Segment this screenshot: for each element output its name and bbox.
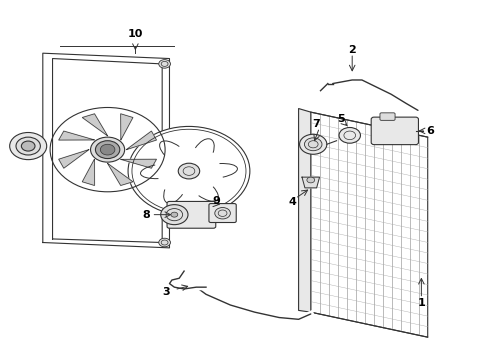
Circle shape xyxy=(10,132,47,159)
Polygon shape xyxy=(126,131,156,150)
Circle shape xyxy=(171,212,178,217)
FancyBboxPatch shape xyxy=(209,203,236,222)
Circle shape xyxy=(16,137,40,155)
Circle shape xyxy=(304,138,322,151)
Text: 10: 10 xyxy=(128,28,143,39)
Circle shape xyxy=(299,134,327,154)
Text: 3: 3 xyxy=(162,287,170,297)
Circle shape xyxy=(159,238,171,247)
Circle shape xyxy=(161,204,188,225)
Polygon shape xyxy=(59,131,95,140)
Polygon shape xyxy=(82,159,95,185)
Text: 4: 4 xyxy=(289,197,296,207)
Circle shape xyxy=(22,141,35,151)
Polygon shape xyxy=(121,114,133,140)
Circle shape xyxy=(339,127,361,143)
Polygon shape xyxy=(302,177,319,188)
Circle shape xyxy=(215,207,230,219)
Text: 9: 9 xyxy=(213,196,220,206)
Polygon shape xyxy=(59,150,89,168)
Circle shape xyxy=(96,141,120,158)
Text: 1: 1 xyxy=(417,298,425,308)
Text: 6: 6 xyxy=(426,126,434,136)
Circle shape xyxy=(178,163,200,179)
Polygon shape xyxy=(298,109,311,312)
Text: 2: 2 xyxy=(348,45,356,55)
Text: 8: 8 xyxy=(142,210,150,220)
Polygon shape xyxy=(311,112,428,337)
Circle shape xyxy=(128,126,250,216)
Text: 7: 7 xyxy=(312,119,320,129)
Polygon shape xyxy=(82,114,108,136)
Text: 5: 5 xyxy=(337,113,345,123)
FancyBboxPatch shape xyxy=(371,117,418,145)
Circle shape xyxy=(91,137,124,162)
Polygon shape xyxy=(43,53,170,248)
Circle shape xyxy=(159,60,171,68)
FancyBboxPatch shape xyxy=(167,202,216,228)
Polygon shape xyxy=(121,159,156,168)
FancyBboxPatch shape xyxy=(380,113,395,120)
Circle shape xyxy=(100,144,115,155)
Polygon shape xyxy=(108,163,133,185)
Circle shape xyxy=(307,177,315,183)
